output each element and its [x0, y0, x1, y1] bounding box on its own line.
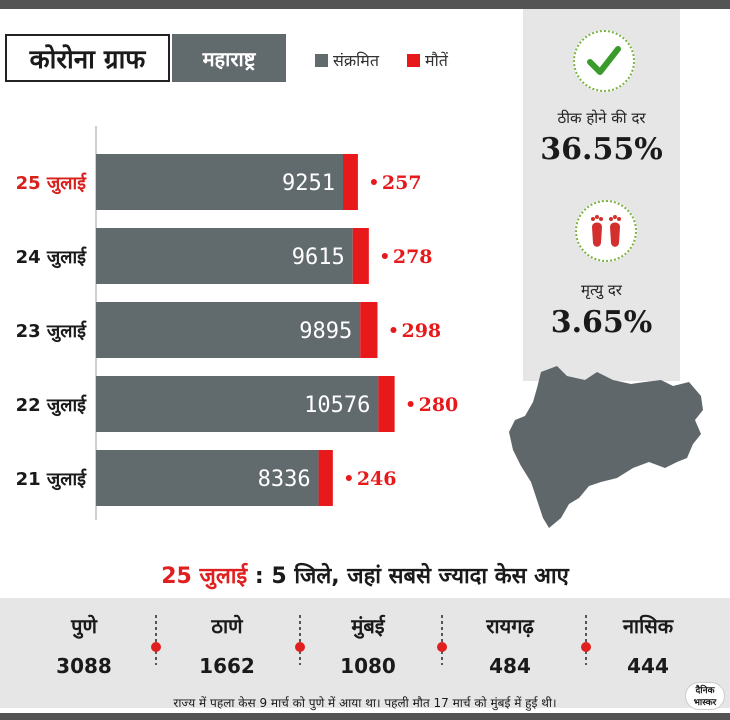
legend-item-cases: संक्रमित: [315, 49, 379, 71]
cases-value-label: 9895: [299, 319, 352, 344]
district-mumbai: मुंबई 1080: [298, 612, 438, 678]
district-name: मुंबई: [351, 614, 385, 638]
deaths-bar: [378, 376, 395, 432]
district-thane: ठाणे 1662: [157, 612, 297, 678]
deaths-bar: [318, 450, 333, 506]
legend-swatch-cases: [315, 53, 328, 67]
cases-value-label: 9251: [282, 171, 335, 196]
deaths-value-label: 278: [393, 246, 433, 268]
legend-label-cases: संक्रमित: [333, 51, 379, 70]
recovery-rate-value: 36.55%: [540, 132, 663, 167]
district-cases: 484: [489, 654, 531, 678]
district-separator-dot: [581, 642, 591, 652]
district-separator-dot: [295, 642, 305, 652]
district-nashik: नासिक 444: [578, 612, 718, 678]
district-name: रायगढ़: [486, 614, 534, 638]
cases-value-label: 9615: [292, 245, 345, 270]
district-raigad: रायगढ़ 484: [440, 612, 580, 678]
category-label: 22 जुलाई: [16, 394, 88, 417]
cases-bar: [96, 154, 344, 210]
cases-bar: [96, 228, 353, 284]
legend-swatch-deaths: [407, 53, 420, 67]
category-label: 24 जुलाई: [16, 246, 88, 269]
recovery-badge: [573, 30, 635, 92]
district-separator-dot: [437, 642, 447, 652]
district-separator: [585, 615, 587, 665]
bar-chart: 25 जुलाई 9251 257 24 जुलाई 9615 278 23 जुलाई 98…: [16, 126, 459, 520]
cases-bar: [96, 450, 319, 506]
deaths-dot: [407, 401, 414, 407]
cases-bar: [96, 302, 361, 358]
district-separator: [155, 615, 157, 665]
district-separator-dot: [151, 642, 161, 652]
recovery-rate-label: ठीक होने की दर: [557, 109, 646, 127]
district-name: पुणे: [71, 614, 97, 638]
top-border: [0, 0, 730, 9]
districts-band: [0, 598, 730, 708]
district-cases: 3088: [56, 654, 112, 678]
deaths-bar: [352, 228, 369, 284]
deaths-dot: [370, 179, 377, 185]
deaths-dot: [345, 475, 352, 481]
logo-line-1: दैनिक: [695, 686, 715, 696]
district-name: ठाणे: [211, 614, 243, 638]
legend-label-deaths: मौतें: [425, 51, 448, 70]
logo-line-2: भास्कर: [693, 698, 717, 708]
districts-heading-date: 25 जुलाई: [161, 564, 248, 589]
deaths-value-label: 257: [382, 172, 422, 194]
district-cases: 1080: [340, 654, 396, 678]
chart-title: कोरोना ग्राफ: [5, 34, 170, 82]
deaths-bar: [343, 154, 358, 210]
district-separator: [299, 615, 301, 665]
district-separator: [441, 615, 443, 665]
dainik-bhaskar-logo: दैनिक भास्कर: [685, 682, 725, 710]
mortality-badge: [575, 200, 637, 262]
mortality-rate-label: मृत्यु दर: [581, 281, 622, 299]
deaths-value-label: 298: [401, 320, 441, 342]
category-label: 23 जुलाई: [16, 320, 88, 343]
category-label: 25 जुलाई: [16, 172, 88, 195]
district-cases: 444: [627, 654, 669, 678]
district-cases: 1662: [199, 654, 255, 678]
deaths-dot: [390, 327, 397, 333]
checkmark-icon: [587, 46, 621, 75]
district-pune: पुणे 3088: [14, 612, 154, 678]
state-label: महाराष्ट्र: [172, 34, 286, 82]
maharashtra-map: [509, 366, 703, 528]
district-name: नासिक: [622, 614, 674, 638]
districts-heading-text: 5 जिले, जहां सबसे ज्यादा केस आए: [271, 564, 569, 589]
deaths-dot: [381, 253, 388, 259]
districts-heading: 25 जुलाई : 5 जिले, जहां सबसे ज्यादा केस …: [0, 560, 730, 590]
footnote: राज्य में पहला केस 9 मार्च को पुणे में आ…: [173, 696, 557, 710]
districts-heading-separator: :: [247, 564, 272, 589]
deaths-value-label: 280: [419, 394, 459, 416]
bottom-border: [0, 713, 730, 720]
category-label: 21 जुलाई: [16, 468, 88, 491]
cases-value-label: 10576: [304, 393, 370, 418]
deaths-value-label: 246: [357, 468, 397, 490]
cases-value-label: 8336: [258, 467, 311, 492]
deaths-bar: [360, 302, 378, 358]
legend-item-deaths: मौतें: [407, 49, 448, 71]
cases-bar: [96, 376, 379, 432]
mortality-rate-value: 3.65%: [550, 305, 653, 340]
footprints-icon: [591, 215, 621, 247]
